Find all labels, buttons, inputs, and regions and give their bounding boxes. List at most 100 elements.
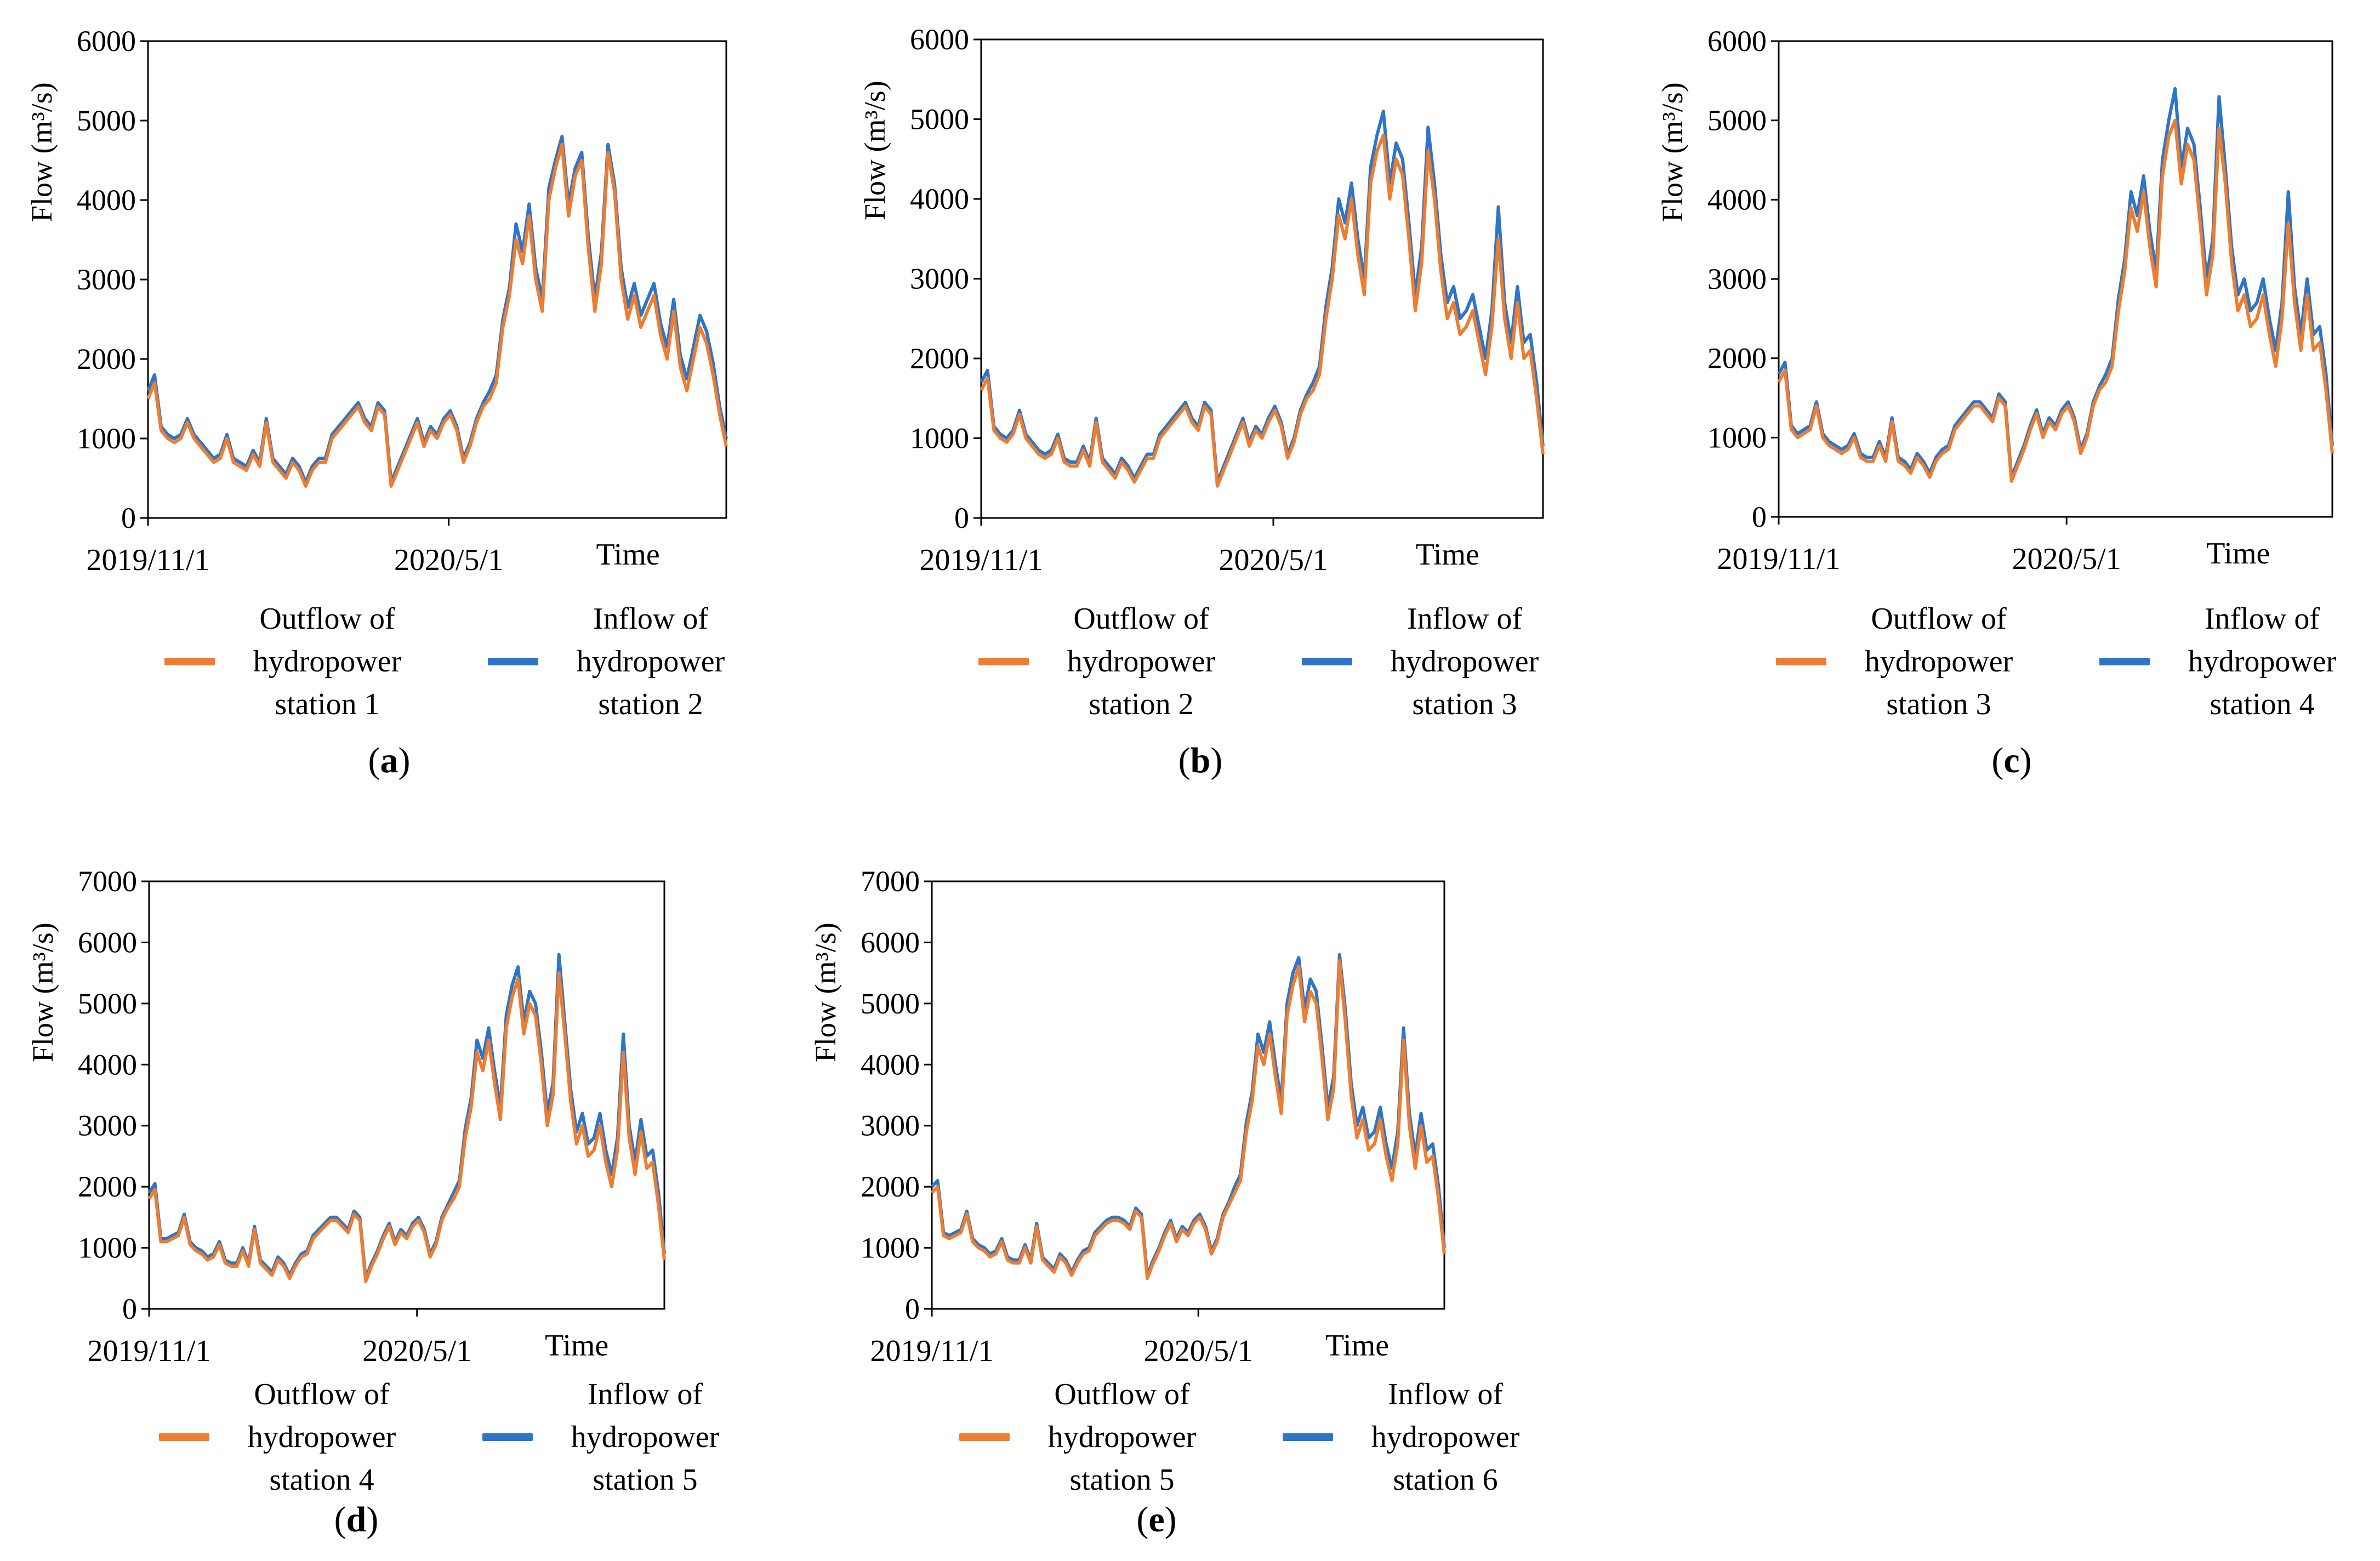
legend-entry: Outflow of hydropower station 2 <box>978 597 1232 726</box>
y-tick-label: 2000 <box>1707 342 1767 375</box>
legend-label: Inflow of hydropower station 2 <box>576 602 725 721</box>
x-axis-title: Time <box>1325 1329 1389 1363</box>
panel-caption: (d) <box>274 1499 439 1541</box>
x-tick-label: 2020/5/1 <box>2012 542 2121 576</box>
y-tick-label: 4000 <box>910 183 969 215</box>
y-tick-label: 1000 <box>861 1232 920 1264</box>
x-tick-label: 2019/11/1 <box>870 1334 993 1368</box>
y-tick-label: 2000 <box>861 1170 920 1203</box>
y-tick-label: 2000 <box>910 342 969 375</box>
y-tick-label: 0 <box>121 502 136 534</box>
legend-label: Inflow of hydropower station 3 <box>1390 602 1539 721</box>
legend-label: Outflow of hydropower station 4 <box>247 1377 396 1497</box>
y-tick-label: 0 <box>905 1292 920 1325</box>
caption-paren-close: ) <box>366 1500 379 1540</box>
y-tick-label: 5000 <box>78 987 137 1020</box>
legend-swatch <box>1302 658 1352 665</box>
y-tick-label: 5000 <box>1707 104 1767 137</box>
y-tick-label: 4000 <box>78 1048 137 1081</box>
legend-label: Outflow of hydropower station 2 <box>1067 602 1216 721</box>
caption-paren-open: ( <box>334 1500 346 1540</box>
y-tick-label: 4000 <box>77 184 136 217</box>
legend-swatch <box>978 658 1029 665</box>
y-tick-label: 0 <box>122 1292 137 1325</box>
legend-entry: Inflow of hydropower station 4 <box>2099 597 2353 726</box>
y-tick-label: 3000 <box>77 263 136 296</box>
y-tick-label: 5000 <box>910 103 969 136</box>
plot-frame-e <box>931 880 1445 1310</box>
panel-caption: (e) <box>1074 1499 1239 1541</box>
caption-letter: d <box>346 1500 367 1540</box>
y-tick-label: 6000 <box>1707 25 1767 58</box>
y-tick-label: 1000 <box>1707 421 1767 454</box>
y-tick-label: 1000 <box>78 1232 137 1264</box>
y-tick-label: 3000 <box>1707 263 1767 295</box>
y-tick-label: 6000 <box>78 926 137 959</box>
y-tick-label: 4000 <box>1707 183 1767 216</box>
y-axis-title: Flow (m³/s) <box>808 922 842 1062</box>
caption-paren-open: ( <box>1991 740 2004 781</box>
legend-swatch <box>1283 1433 1333 1441</box>
x-tick-label: 2019/11/1 <box>87 1334 210 1368</box>
legend-swatch <box>488 658 538 665</box>
legend-swatch <box>2099 658 2150 665</box>
y-tick-label: 6000 <box>861 926 920 959</box>
x-axis-title: Time <box>545 1329 608 1363</box>
inflow-series-line-e <box>930 953 1446 1277</box>
legend-swatch <box>1776 658 1826 665</box>
legend-label: Outflow of hydropower station 1 <box>253 602 402 721</box>
legend-swatch <box>164 658 215 665</box>
caption-paren-open: ( <box>1178 740 1191 781</box>
caption-paren-close: ) <box>2019 740 2032 781</box>
y-tick-label: 3000 <box>861 1109 920 1142</box>
y-tick-label: 2000 <box>78 1170 137 1203</box>
y-tick-label: 1000 <box>77 422 136 455</box>
y-tick-label: 7000 <box>78 865 137 898</box>
outflow-series-line-c <box>1777 118 2334 483</box>
y-tick-label: 1000 <box>910 422 969 455</box>
legend-entry: Outflow of hydropower station 1 <box>164 597 418 726</box>
y-tick-label: 7000 <box>861 865 920 898</box>
legend-swatch <box>159 1433 209 1441</box>
y-tick-label: 5000 <box>861 987 920 1020</box>
y-tick-label: 2000 <box>77 343 136 375</box>
y-axis-title-text: Flow (m³/s) <box>809 922 842 1062</box>
legend-label: Outflow of hydropower station 5 <box>1047 1377 1197 1497</box>
x-tick-label: 2019/11/1 <box>1717 542 1840 576</box>
caption-letter: a <box>380 740 398 781</box>
outflow-series-line-b <box>980 133 1545 488</box>
y-tick-label: 3000 <box>910 263 969 295</box>
x-axis-title: Time <box>1416 538 1479 572</box>
caption-letter: b <box>1190 740 1211 781</box>
legend-swatch <box>959 1433 1010 1441</box>
y-tick-label: 0 <box>1752 500 1767 533</box>
x-tick-label: 2019/11/1 <box>919 543 1043 577</box>
plot-frame-d <box>148 880 665 1310</box>
x-tick-label: 2020/5/1 <box>394 543 503 577</box>
legend-entry: Inflow of hydropower station 2 <box>488 597 741 726</box>
outflow-series-line-e <box>930 959 1446 1280</box>
x-tick-label: 2020/5/1 <box>1219 543 1328 577</box>
caption-paren-close: ) <box>398 740 411 781</box>
legend-label: Inflow of hydropower station 4 <box>2188 602 2337 721</box>
legend-label: Inflow of hydropower station 5 <box>571 1377 720 1497</box>
caption-paren-open: ( <box>1136 1500 1149 1540</box>
y-tick-label: 0 <box>954 502 969 534</box>
x-tick-label: 2020/5/1 <box>362 1334 471 1368</box>
legend-entry: Outflow of hydropower station 4 <box>159 1373 412 1501</box>
outflow-series-line-a <box>146 143 728 488</box>
x-tick-label: 2019/11/1 <box>86 543 209 577</box>
panel-caption: (c) <box>1929 740 2094 782</box>
x-tick-label: 2020/5/1 <box>1144 1334 1253 1368</box>
legend-entry: Outflow of hydropower station 3 <box>1776 597 2029 726</box>
y-tick-label: 4000 <box>861 1048 920 1081</box>
panel-caption: (b) <box>1118 740 1283 782</box>
y-tick-label: 6000 <box>910 23 969 56</box>
legend-entry: Outflow of hydropower station 5 <box>959 1373 1212 1501</box>
caption-paren-close: ) <box>1164 1500 1177 1540</box>
caption-paren-open: ( <box>368 740 380 781</box>
